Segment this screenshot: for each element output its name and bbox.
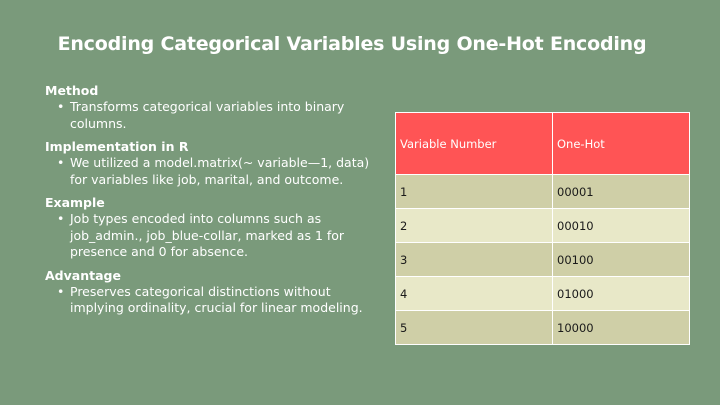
section-implementation: Implementation in R • We utilized a mode… (45, 139, 375, 188)
bullet-dot-icon: • (57, 283, 65, 299)
section-heading: Implementation in R (45, 139, 189, 154)
bullet-text: We utilized a model.matrix(~ variable—1,… (70, 155, 370, 187)
section-advantage: Advantage • Preserves categorical distin… (45, 268, 375, 317)
cell-one-hot: 00100 (552, 242, 690, 277)
header-variable-number: Variable Number (395, 112, 553, 175)
bullet-item: • Job types encoded into columns such as… (45, 211, 375, 261)
bullet-dot-icon: • (57, 99, 65, 114)
bullet-text: Transforms categorical variables into bi… (70, 99, 345, 131)
table-row: 2 00010 (395, 208, 690, 243)
section-heading: Advantage (45, 267, 121, 283)
cell-one-hot: 10000 (552, 310, 690, 345)
table-row: 1 00001 (395, 174, 690, 209)
header-one-hot: One-Hot (552, 112, 690, 175)
cell-one-hot: 01000 (552, 276, 690, 311)
table-header-row: Variable Number One-Hot (395, 112, 690, 175)
table-row: 3 00100 (395, 242, 690, 277)
section-method: Method • Transforms categorical variable… (45, 83, 375, 132)
cell-one-hot: 00001 (552, 174, 690, 209)
bullet-text: Job types encoded into columns such as j… (70, 211, 345, 259)
cell-variable-number: 4 (395, 276, 553, 311)
content-list: Method • Transforms categorical variable… (45, 83, 375, 324)
cell-variable-number: 3 (395, 242, 553, 277)
bullet-dot-icon: • (57, 211, 65, 226)
bullet-dot-icon: • (57, 155, 65, 170)
bullet-text: Preserves categorical distinctions witho… (70, 283, 363, 316)
slide-title: Encoding Categorical Variables Using One… (57, 33, 647, 55)
bullet-item: • Preserves categorical distinctions wit… (45, 284, 375, 317)
cell-variable-number: 2 (395, 208, 553, 243)
cell-one-hot: 00010 (552, 208, 690, 243)
section-example: Example • Job types encoded into columns… (45, 195, 375, 261)
bullet-item: • Transforms categorical variables into … (45, 99, 375, 132)
section-heading: Method (45, 83, 99, 98)
one-hot-table: Variable Number One-Hot 1 00001 2 00010 … (395, 112, 690, 345)
bullet-item: • We utilized a model.matrix(~ variable—… (45, 155, 375, 188)
cell-variable-number: 1 (395, 174, 553, 209)
cell-variable-number: 5 (395, 310, 553, 345)
section-heading: Example (45, 195, 105, 210)
table-row: 5 10000 (395, 310, 690, 345)
table-row: 4 01000 (395, 276, 690, 311)
